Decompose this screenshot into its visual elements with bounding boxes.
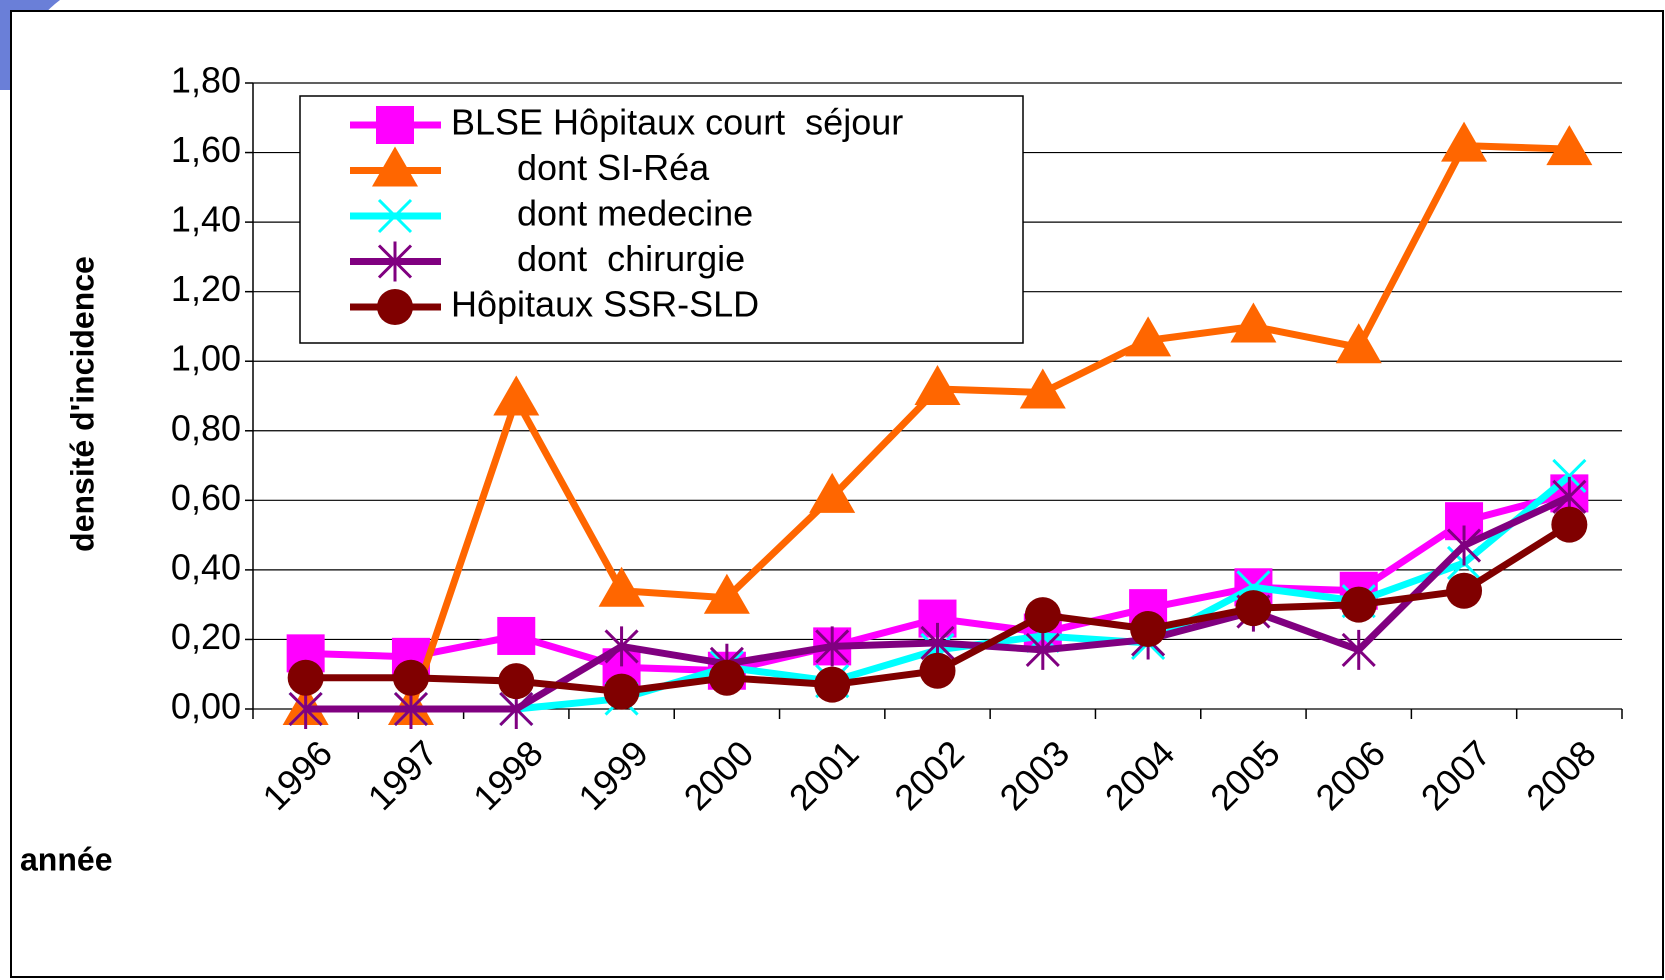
- marker-circle: [1446, 573, 1482, 609]
- marker-circle: [1235, 590, 1271, 626]
- y-tick-label: 0,40: [171, 546, 241, 587]
- y-tick-label: 1,80: [171, 60, 241, 101]
- y-tick-label: 0,60: [171, 477, 241, 518]
- legend-label: dont SI-Réa: [517, 147, 710, 188]
- x-axis-label: année: [20, 841, 112, 877]
- marker-circle: [393, 660, 429, 696]
- marker-square: [497, 617, 535, 655]
- marker-circle: [920, 653, 956, 689]
- marker-circle: [1341, 587, 1377, 623]
- y-tick-label: 1,60: [171, 129, 241, 170]
- marker-circle: [498, 663, 534, 699]
- y-axis-label: densité d'incidence: [64, 256, 100, 552]
- legend-label: dont chirurgie: [517, 238, 745, 279]
- marker-circle: [1025, 597, 1061, 633]
- marker-circle: [377, 289, 413, 325]
- y-tick-label: 1,00: [171, 338, 241, 379]
- marker-circle: [814, 667, 850, 703]
- marker-circle: [1551, 507, 1587, 543]
- marker-circle: [604, 674, 640, 710]
- y-tick-label: 0,80: [171, 407, 241, 448]
- legend-label: Hôpitaux SSR-SLD: [451, 284, 759, 325]
- legend-label: BLSE Hôpitaux court séjour: [451, 102, 903, 143]
- marker-circle: [288, 660, 324, 696]
- y-tick-label: 1,20: [171, 268, 241, 309]
- marker-square: [376, 106, 414, 144]
- marker-circle: [709, 660, 745, 696]
- legend-label: dont medecine: [517, 193, 753, 234]
- y-tick-label: 0,00: [171, 686, 241, 727]
- y-tick-label: 1,40: [171, 199, 241, 240]
- chart: densité d'incidence année 0,00 0,20 0,40 0,…: [0, 0, 1665, 980]
- y-tick-label: 0,20: [171, 616, 241, 657]
- marker-circle: [1130, 611, 1166, 647]
